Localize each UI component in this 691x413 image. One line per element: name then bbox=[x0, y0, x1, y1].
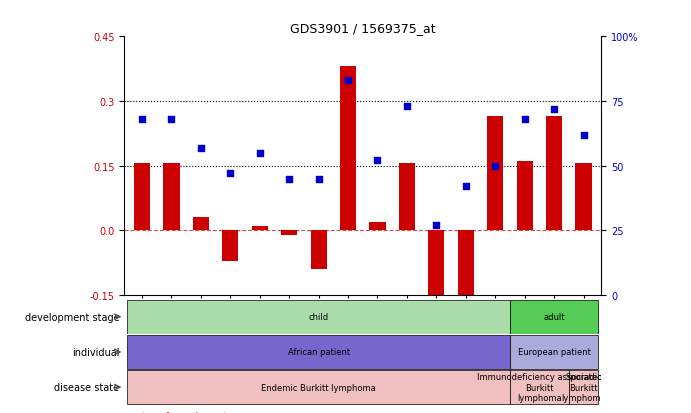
Text: African patient: African patient bbox=[287, 348, 350, 356]
Point bbox=[460, 183, 471, 190]
Bar bbox=[340, 67, 356, 231]
Bar bbox=[134, 164, 150, 231]
Point bbox=[196, 145, 207, 152]
Point bbox=[254, 150, 265, 157]
Bar bbox=[510, 370, 569, 404]
Point bbox=[284, 176, 295, 183]
Text: Sporadic
Burkitt
lymphoma: Sporadic Burkitt lymphoma bbox=[561, 373, 606, 402]
Text: adult: adult bbox=[543, 313, 565, 321]
Text: disease state: disease state bbox=[55, 382, 120, 392]
Text: European patient: European patient bbox=[518, 348, 591, 356]
Bar bbox=[163, 164, 180, 231]
Point bbox=[578, 132, 589, 139]
Bar bbox=[223, 231, 238, 261]
Bar bbox=[127, 370, 510, 404]
Point bbox=[401, 104, 413, 110]
Point bbox=[313, 176, 324, 183]
Point bbox=[372, 158, 383, 164]
Bar bbox=[193, 218, 209, 231]
Point bbox=[166, 116, 177, 123]
Point bbox=[519, 116, 530, 123]
Bar bbox=[569, 370, 598, 404]
Bar bbox=[510, 300, 598, 334]
Point bbox=[490, 163, 501, 170]
Text: Immunodeficiency associated
Burkitt
lymphoma: Immunodeficiency associated Burkitt lymp… bbox=[477, 373, 602, 402]
Bar bbox=[457, 231, 474, 323]
Bar bbox=[576, 164, 591, 231]
Text: ■ transformed count: ■ transformed count bbox=[131, 411, 227, 413]
Bar bbox=[487, 117, 503, 231]
Bar bbox=[399, 164, 415, 231]
Text: child: child bbox=[309, 313, 329, 321]
Point bbox=[343, 78, 354, 84]
Point bbox=[430, 222, 442, 229]
Text: Endemic Burkitt lymphoma: Endemic Burkitt lymphoma bbox=[261, 383, 376, 392]
Text: development stage: development stage bbox=[25, 312, 120, 322]
Title: GDS3901 / 1569375_at: GDS3901 / 1569375_at bbox=[290, 21, 435, 35]
Point bbox=[549, 106, 560, 113]
Bar bbox=[281, 231, 297, 235]
Bar bbox=[517, 162, 533, 231]
Bar bbox=[310, 231, 327, 270]
Bar bbox=[510, 335, 598, 369]
Bar bbox=[252, 226, 268, 231]
Bar bbox=[546, 117, 562, 231]
Point bbox=[225, 171, 236, 177]
Bar bbox=[127, 335, 510, 369]
Text: individual: individual bbox=[72, 347, 120, 357]
Point bbox=[137, 116, 148, 123]
Bar bbox=[370, 222, 386, 231]
Bar bbox=[428, 231, 444, 313]
Bar bbox=[127, 300, 510, 334]
